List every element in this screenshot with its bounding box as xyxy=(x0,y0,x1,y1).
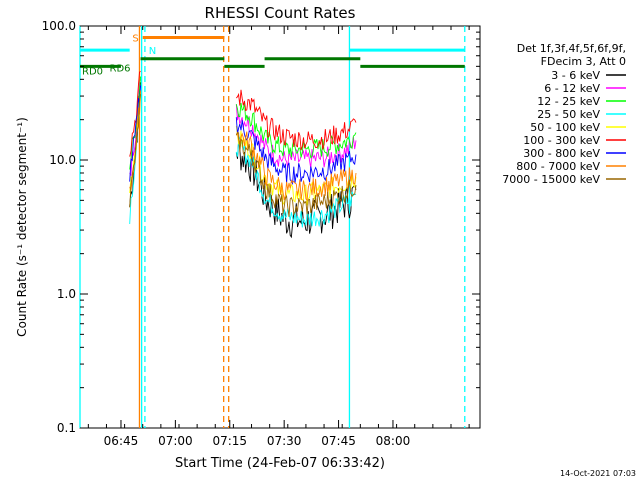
chart-title: RHESSI Count Rates xyxy=(205,4,356,22)
series-line xyxy=(129,85,142,182)
legend-label: 800 - 7000 keV xyxy=(516,160,600,173)
legend-label: 3 - 6 keV xyxy=(551,69,600,82)
series-line xyxy=(235,102,357,159)
state-bar-label: N xyxy=(149,46,156,57)
legend-label: 100 - 300 keV xyxy=(523,134,600,147)
y-tick-label: 1.0 xyxy=(57,287,76,301)
y-axis-label: Count Rate (s⁻¹ detector segment⁻¹) xyxy=(15,117,29,337)
axes-group: 100.0 10.0 1.0 0.1 06:45 07:00 07:15 07:30 07:45… xyxy=(42,19,480,448)
x-tick-label: 07:45 xyxy=(321,434,356,448)
y-tick-label: 10.0 xyxy=(49,153,76,167)
x-tick-label: 08:00 xyxy=(376,434,411,448)
state-bar-label: S xyxy=(132,34,138,45)
legend-header-line: FDecim 3, Att 0 xyxy=(541,55,626,68)
legend: Det 1f,3f,4f,5f,6f,9f,FDecim 3, Att 03 -… xyxy=(502,42,626,186)
y-tick-label: 100.0 xyxy=(42,19,76,33)
series-line xyxy=(235,89,357,151)
series-line xyxy=(235,131,357,217)
legend-label: 300 - 800 keV xyxy=(523,147,600,160)
series-line xyxy=(129,94,142,208)
state-bar-label: RD0 xyxy=(82,66,103,77)
series-line xyxy=(235,131,357,202)
y-tick-label: 0.1 xyxy=(57,421,76,435)
x-tick-label: 07:00 xyxy=(158,434,193,448)
series-group xyxy=(129,70,357,239)
x-tick-label: 06:45 xyxy=(104,434,139,448)
legend-label: 7000 - 15000 keV xyxy=(502,173,600,186)
x-tick-label: 07:30 xyxy=(267,434,302,448)
x-tick-label: 07:15 xyxy=(212,434,247,448)
legend-label: 6 - 12 keV xyxy=(544,82,600,95)
state-bars: SN RD0 RD6 xyxy=(80,34,465,77)
vertical-markers xyxy=(79,26,466,428)
x-axis-label: Start Time (24-Feb-07 06:33:42) xyxy=(175,456,385,471)
legend-label: 12 - 25 keV xyxy=(537,95,600,108)
legend-label: 50 - 100 keV xyxy=(530,121,600,134)
legend-header-line: Det 1f,3f,4f,5f,6f,9f, xyxy=(517,42,626,55)
state-bar-label: RD6 xyxy=(110,64,131,75)
footer-date: 14-Oct-2021 07:03 xyxy=(560,469,636,478)
legend-label: 25 - 50 keV xyxy=(537,108,600,121)
